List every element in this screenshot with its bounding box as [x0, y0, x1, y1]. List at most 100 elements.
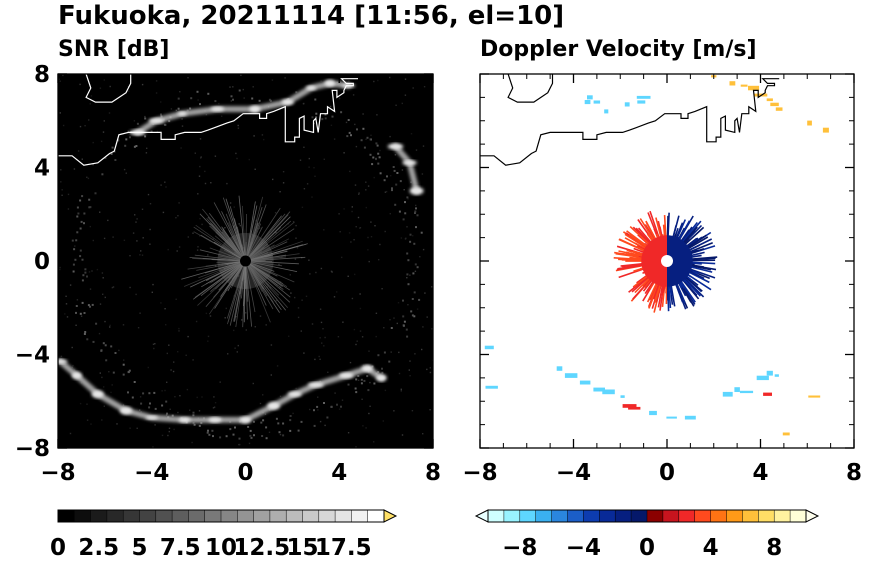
doppler-colorbar-swatch — [694, 510, 711, 522]
snr-weak-ring-pixel — [86, 275, 88, 278]
snr-noise-pixel — [214, 155, 217, 157]
snr-weak-ring-pixel — [110, 152, 113, 155]
doppler-echo-cell — [602, 389, 615, 395]
snr-weak-ring-pixel — [406, 273, 409, 276]
snr-weak-ring-pixel — [413, 315, 416, 318]
snr-weak-ring-pixel — [192, 414, 195, 417]
doppler-colorbar-swatch — [583, 510, 600, 522]
snr-weak-ring-pixel — [367, 389, 370, 392]
snr-noise-pixel — [133, 120, 136, 122]
snr-noise-pixel — [170, 108, 173, 110]
snr-weak-ring-pixel — [160, 113, 162, 116]
snr-echo-cell — [281, 99, 294, 106]
snr-noise-pixel — [253, 135, 255, 137]
snr-noise-pixel — [369, 381, 371, 384]
snr-weak-ring-pixel — [193, 423, 196, 426]
snr-noise-pixel — [108, 112, 111, 114]
snr-noise-pixel — [301, 206, 304, 208]
snr-echo-cell — [58, 359, 68, 364]
snr-noise-pixel — [369, 405, 371, 407]
doppler-colorbar-swatch — [647, 510, 664, 522]
snr-weak-ring-pixel — [144, 135, 147, 138]
snr-weak-ring-pixel — [161, 404, 164, 407]
snr-weak-ring-pixel — [261, 435, 264, 437]
snr-noise-pixel — [152, 343, 155, 345]
snr-colorbar-tick-label: 5 — [131, 535, 147, 561]
snr-colorbar-swatch — [188, 510, 205, 522]
snr-noise-pixel — [116, 423, 118, 425]
snr-noise-pixel — [149, 243, 151, 245]
snr-colorbar-swatch — [172, 510, 189, 522]
snr-noise-pixel — [406, 277, 408, 279]
snr-noise-pixel — [154, 424, 156, 426]
snr-noise-pixel — [279, 191, 281, 193]
snr-noise-pixel — [64, 313, 66, 315]
snr-clutter-ray — [236, 226, 246, 262]
snr-weak-ring-pixel — [399, 180, 402, 183]
snr-weak-ring-pixel — [406, 196, 409, 199]
snr-weak-ring-pixel — [144, 117, 147, 120]
snr-weak-ring-pixel — [208, 433, 211, 436]
snr-noise-pixel — [355, 145, 358, 148]
doppler-clutter-star — [613, 210, 718, 313]
snr-weak-ring-pixel — [406, 252, 409, 255]
snr-noise-pixel — [329, 105, 332, 108]
doppler-colorbar-swatch — [615, 510, 632, 522]
snr-noise-pixel — [281, 256, 283, 258]
snr-noise-pixel — [122, 404, 125, 406]
snr-weak-ring-pixel — [366, 375, 369, 378]
doppler-colorbar-extend-max — [805, 509, 820, 523]
snr-noise-pixel — [242, 88, 244, 91]
snr-weak-ring-pixel — [83, 333, 86, 335]
snr-noise-pixel — [112, 286, 115, 288]
snr-noise-pixel — [292, 221, 295, 223]
snr-noise-pixel — [104, 296, 106, 299]
snr-weak-ring-pixel — [192, 422, 195, 425]
snr-noise-pixel — [292, 412, 294, 415]
snr-weak-ring-pixel — [371, 365, 374, 368]
doppler-x-tick-label: 4 — [752, 460, 768, 486]
snr-clutter-ray — [226, 260, 246, 319]
snr-noise-pixel — [324, 336, 326, 339]
snr-echo-cell — [71, 371, 82, 380]
snr-clutter-ray — [213, 241, 246, 262]
snr-weak-ring-pixel — [416, 266, 419, 269]
snr-echo-cell — [307, 382, 324, 388]
snr-weak-ring-pixel — [420, 231, 423, 234]
snr-noise-pixel — [279, 433, 282, 436]
snr-weak-ring-pixel — [373, 382, 376, 385]
snr-noise-pixel — [370, 221, 372, 223]
snr-echo-cell — [402, 160, 417, 166]
snr-noise-pixel — [351, 297, 354, 300]
snr-noise-pixel — [136, 240, 138, 242]
snr-noise-pixel — [318, 355, 320, 358]
snr-weak-ring-pixel — [372, 156, 375, 159]
snr-noise-pixel — [128, 90, 130, 92]
snr-noise-pixel — [90, 423, 92, 425]
snr-weak-ring-pixel — [391, 187, 393, 190]
snr-noise-pixel — [147, 366, 149, 369]
snr-y-tick-label: −8 — [15, 436, 50, 462]
snr-noise-pixel — [368, 412, 370, 415]
snr-noise-pixel — [239, 224, 241, 227]
snr-noise-pixel — [164, 389, 166, 392]
snr-noise-pixel — [103, 79, 105, 81]
snr-noise-pixel — [410, 133, 413, 135]
snr-weak-ring-pixel — [82, 274, 85, 277]
snr-noise-pixel — [166, 381, 168, 383]
snr-x-tick-label: −8 — [40, 460, 75, 486]
doppler-echo-cell — [756, 375, 769, 381]
snr-noise-pixel — [362, 113, 364, 115]
snr-noise-pixel — [429, 367, 431, 369]
snr-noise-pixel — [295, 224, 297, 227]
snr-noise-pixel — [353, 328, 356, 331]
snr-noise-pixel — [149, 203, 152, 205]
snr-noise-pixel — [69, 432, 72, 435]
snr-weak-ring-pixel — [190, 97, 193, 100]
snr-noise-pixel — [367, 185, 370, 187]
snr-weak-ring-pixel — [360, 382, 363, 385]
snr-weak-ring-pixel — [100, 349, 103, 352]
doppler-echo-cell — [604, 109, 609, 114]
snr-noise-pixel — [341, 256, 343, 259]
